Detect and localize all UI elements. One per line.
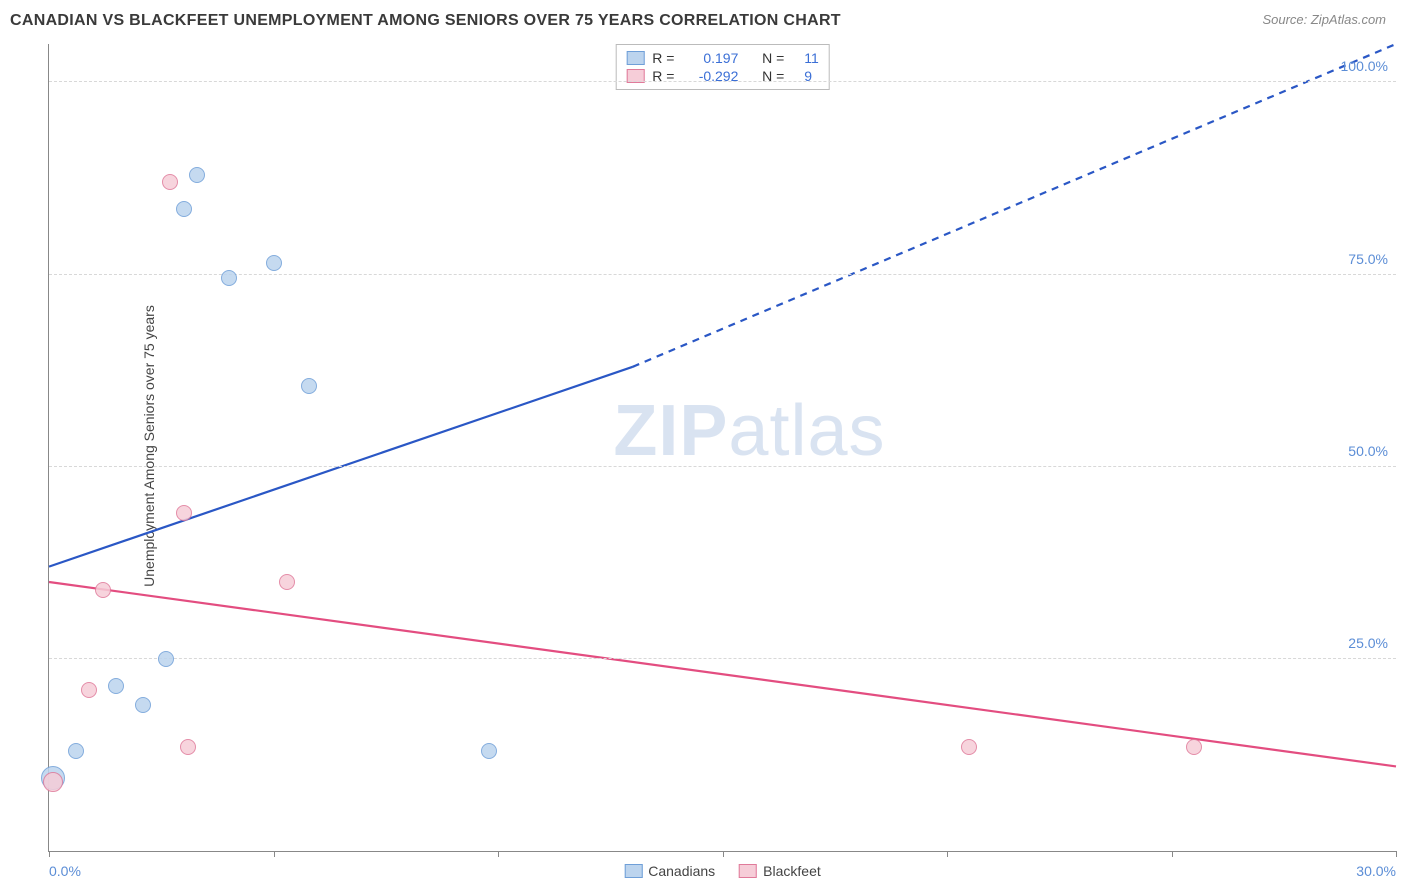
data-point bbox=[961, 739, 977, 755]
data-point bbox=[108, 678, 124, 694]
data-point bbox=[301, 378, 317, 394]
gridline-h bbox=[49, 81, 1396, 82]
data-point bbox=[266, 255, 282, 271]
correlation-legend: R =0.197 N = 11R =-0.292 N = 9 bbox=[615, 44, 830, 90]
n-value: 11 bbox=[804, 50, 819, 66]
chart-title: CANADIAN VS BLACKFEET UNEMPLOYMENT AMONG… bbox=[10, 12, 841, 30]
x-tick bbox=[1396, 851, 1397, 857]
data-point bbox=[221, 270, 237, 286]
data-point bbox=[481, 743, 497, 759]
legend-item: Blackfeet bbox=[739, 863, 821, 879]
x-tick-label: 30.0% bbox=[1356, 863, 1396, 879]
data-point bbox=[279, 574, 295, 590]
data-point bbox=[43, 772, 63, 792]
legend-swatch bbox=[739, 864, 757, 878]
data-point bbox=[162, 174, 178, 190]
r-value: 0.197 bbox=[682, 50, 738, 66]
data-point bbox=[189, 167, 205, 183]
y-tick-label: 100.0% bbox=[1341, 58, 1388, 74]
data-point bbox=[176, 201, 192, 217]
data-point bbox=[1186, 739, 1202, 755]
data-point bbox=[68, 743, 84, 759]
x-tick-label: 0.0% bbox=[49, 863, 81, 879]
data-point bbox=[176, 505, 192, 521]
y-tick-label: 25.0% bbox=[1348, 635, 1388, 651]
legend-label: Blackfeet bbox=[763, 863, 821, 879]
n-label: N = bbox=[762, 50, 784, 66]
data-point bbox=[81, 682, 97, 698]
trend-lines-layer bbox=[49, 44, 1396, 851]
chart-plot-area: ZIPatlas R =0.197 N = 11R =-0.292 N = 9 … bbox=[48, 44, 1396, 852]
legend-swatch bbox=[626, 51, 644, 65]
x-tick bbox=[49, 851, 50, 857]
gridline-h bbox=[49, 274, 1396, 275]
legend-row: R = 0.197 N = 11 bbox=[626, 49, 819, 67]
r-label: R = bbox=[652, 50, 674, 66]
x-tick bbox=[723, 851, 724, 857]
x-tick bbox=[274, 851, 275, 857]
series-legend: Canadians Blackfeet bbox=[624, 863, 821, 879]
data-point bbox=[95, 582, 111, 598]
y-tick-label: 75.0% bbox=[1348, 251, 1388, 267]
canadian-trend-extrapolated bbox=[633, 44, 1396, 367]
gridline-h bbox=[49, 466, 1396, 467]
legend-swatch bbox=[624, 864, 642, 878]
legend-item: Canadians bbox=[624, 863, 715, 879]
data-point bbox=[158, 651, 174, 667]
x-tick bbox=[1172, 851, 1173, 857]
data-point bbox=[135, 697, 151, 713]
source-attribution: Source: ZipAtlas.com bbox=[1262, 12, 1386, 27]
legend-label: Canadians bbox=[648, 863, 715, 879]
x-tick bbox=[498, 851, 499, 857]
data-point bbox=[180, 739, 196, 755]
x-tick bbox=[947, 851, 948, 857]
gridline-h bbox=[49, 658, 1396, 659]
y-tick-label: 50.0% bbox=[1348, 443, 1388, 459]
